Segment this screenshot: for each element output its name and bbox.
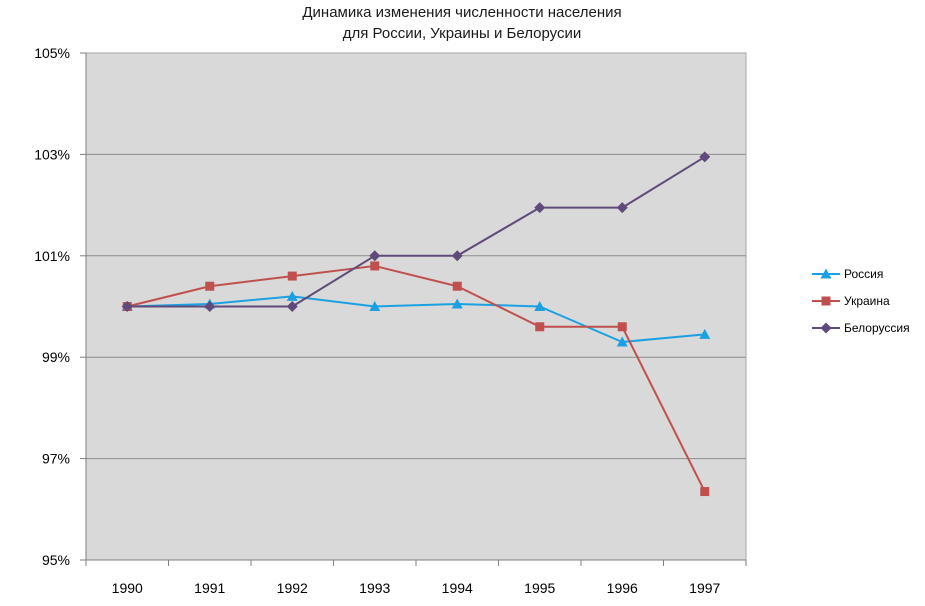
x-tick-label: 1991	[194, 580, 225, 596]
data-point	[370, 261, 380, 271]
y-tick-label: 101%	[34, 248, 70, 264]
legend-label: Украина	[844, 294, 890, 308]
y-tick-label: 105%	[34, 45, 70, 61]
series-diamond	[121, 151, 711, 312]
data-point	[451, 250, 463, 262]
x-tick-label: 1993	[359, 580, 390, 596]
x-tick-label: 1994	[442, 580, 473, 596]
data-point	[369, 250, 381, 262]
data-point	[699, 328, 711, 339]
data-point	[452, 281, 462, 291]
y-tick-label: 99%	[42, 349, 70, 365]
x-tick-label: 1997	[689, 580, 720, 596]
series-line	[127, 295, 705, 343]
data-point	[699, 151, 711, 163]
chart-subtitle: для России, Украины и Белорусии	[343, 25, 582, 42]
data-point	[369, 301, 381, 311]
series-group	[121, 151, 711, 497]
legend-item: Украина	[812, 294, 890, 308]
y-tick-label: 97%	[42, 451, 70, 467]
legend-swatch-marker	[820, 268, 832, 279]
legend-swatch-marker	[821, 296, 831, 306]
legend-label: Белоруссия	[844, 321, 910, 335]
legend-label: Россия	[844, 267, 883, 281]
legend: Россия Украина Белоруссия	[812, 267, 910, 335]
x-tick-label: 1996	[607, 580, 638, 596]
y-tick-label: 95%	[42, 552, 70, 568]
x-tick-label: 1995	[524, 580, 555, 596]
data-point	[616, 336, 628, 347]
data-point	[451, 298, 463, 309]
chart-title: Динамика изменения численности населения	[302, 4, 621, 21]
data-point	[205, 281, 215, 291]
x-tick-label: 1990	[112, 580, 143, 596]
axes: 95% 97% 99% 101% 103% 105% 1990 1991 1992 1993 199…	[34, 45, 747, 596]
legend-item: Белоруссия	[812, 321, 910, 335]
data-point	[616, 202, 628, 214]
x-tick-label: 1992	[277, 580, 308, 596]
series-line	[127, 156, 706, 308]
series-square	[122, 261, 710, 497]
y-tick-label: 103%	[34, 146, 70, 162]
legend-swatch-marker	[820, 322, 832, 334]
data-point	[535, 322, 545, 332]
data-point	[617, 322, 627, 332]
data-point	[700, 487, 710, 497]
data-point	[286, 301, 298, 312]
series-line	[127, 264, 706, 493]
data-point	[121, 301, 133, 312]
data-point	[286, 290, 298, 301]
data-point	[534, 202, 546, 214]
legend-item: Россия	[812, 267, 883, 281]
data-point	[534, 301, 546, 311]
data-point	[287, 271, 297, 281]
data-point	[204, 301, 216, 312]
